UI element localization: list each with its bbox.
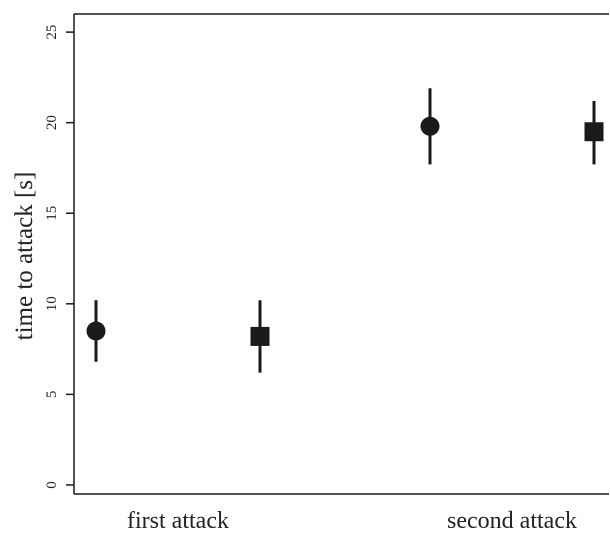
x-category-label-1: first attack: [127, 508, 229, 534]
chart-marks: [86, 88, 604, 373]
point-circle-1: [86, 321, 106, 341]
point-square-1: [250, 326, 270, 346]
y-tick-label-10: 10: [44, 296, 60, 311]
y-axis-label: time to attack [s]: [11, 172, 38, 341]
chart-axes: [73, 13, 609, 495]
y-tick-label-20: 20: [44, 115, 60, 130]
x-category-label-2: second attack: [447, 508, 577, 534]
y-tick-label-15: 15: [44, 206, 60, 221]
point-circle-2: [420, 116, 440, 136]
y-tick-label-0: 0: [44, 481, 60, 489]
y-tick-label-5: 5: [44, 391, 60, 399]
point-square-2: [584, 122, 604, 142]
x-category-labels: first attack second attack: [127, 508, 577, 534]
y-ticks: 0 5 10 15 20 25: [44, 25, 74, 489]
y-tick-label-25: 25: [44, 25, 60, 40]
